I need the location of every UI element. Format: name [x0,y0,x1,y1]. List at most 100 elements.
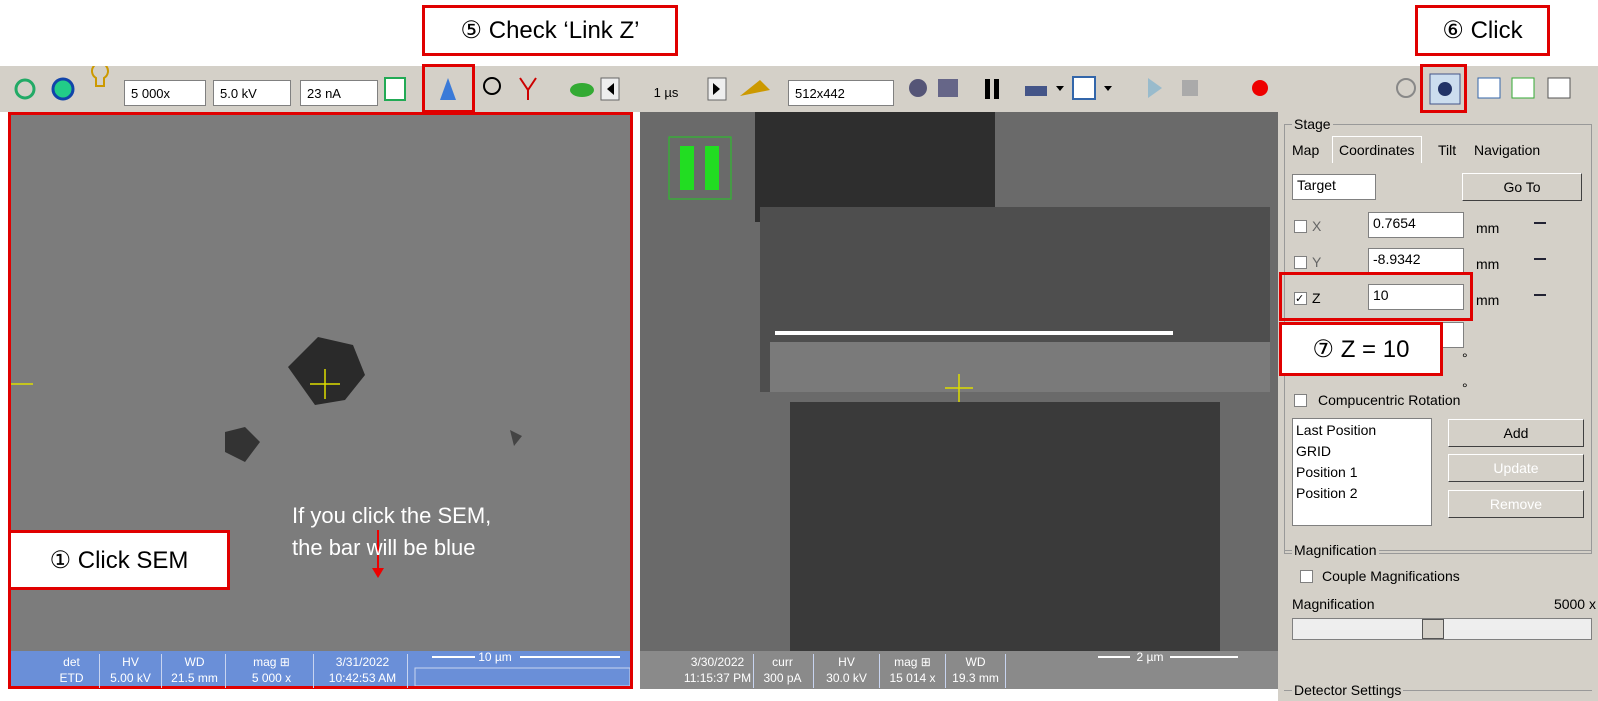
mode-select[interactable]: Target [1292,174,1376,200]
icon[interactable] [1512,78,1534,98]
note-line: If you click the SEM, [292,500,491,532]
status-label: det [44,654,99,670]
status-value: 300 pA [752,670,813,686]
go-to-button[interactable]: Go To [1462,173,1582,201]
list-item[interactable]: GRID [1296,443,1331,459]
update-button[interactable]: Update [1448,454,1584,482]
pin-icon[interactable] [1534,286,1546,296]
icon[interactable] [1397,79,1415,97]
icon[interactable] [1148,78,1162,98]
checkbox[interactable] [1294,394,1307,407]
tab-active[interactable]: Coordinates [1332,136,1422,163]
list-item[interactable]: Position 2 [1296,485,1357,501]
icon[interactable] [994,79,999,99]
unit: ° [1462,380,1468,396]
record-icon[interactable] [1252,80,1268,96]
structure [790,402,1220,652]
tab[interactable]: Map [1292,142,1319,158]
status-value: 10:42:53 AM [318,670,407,686]
icon[interactable] [53,79,73,99]
checkbox[interactable] [1294,256,1307,269]
icon[interactable] [385,78,405,100]
status-label: 3/31/2022 [318,654,407,670]
icon[interactable] [1548,78,1570,98]
checkbox-label[interactable]: Compucentric Rotation [1318,392,1460,408]
icon[interactable] [740,80,770,96]
status-value: 5 000 x [230,670,313,686]
checkbox[interactable] [1294,220,1307,233]
list-item[interactable]: Position 1 [1296,464,1357,480]
note-line: the bar will be blue [292,532,491,564]
callout: ① Click SEM [8,530,230,590]
current-field[interactable]: 23 nA [300,80,378,106]
callout: ⑦ Z = 10 [1279,322,1443,376]
icon[interactable] [1478,78,1500,98]
page: 5 000x 5.0 kV 23 nA 1 µs 512x442 10 µm 2… [0,0,1598,701]
callout: ⑤ Check ‘Link Z’ [422,5,678,56]
pin-icon[interactable] [1534,214,1546,224]
status-value: 30.0 kV [814,670,879,686]
icon[interactable] [1056,86,1064,91]
icon[interactable] [570,83,594,97]
magnification-field[interactable]: 5 000x [124,80,206,106]
highlight-box [422,64,475,113]
status-field: WD21.5 mm [164,654,226,688]
mag-value: 5000 x [1528,596,1596,612]
callout: ⑥ Click [1415,5,1550,56]
status-label: 3/30/2022 [682,654,753,670]
unit: mm [1476,220,1499,236]
status-label: mag ⊞ [230,654,313,670]
dwell-time: 1 µs [628,80,704,106]
unit: ° [1462,350,1468,366]
icon[interactable] [909,79,927,97]
status-field: mag ⊞5 000 x [230,654,314,688]
status-label: WD [946,654,1005,670]
unit: mm [1476,292,1499,308]
resolution-field[interactable]: 512x442 [788,80,894,106]
status-value: 11:15:37 PM [682,670,753,686]
remove-button[interactable]: Remove [1448,490,1584,518]
icon[interactable] [1025,86,1047,96]
tab[interactable]: Navigation [1474,142,1540,158]
highlight-box [8,112,633,689]
status-label: mag ⊞ [880,654,945,670]
checkbox[interactable] [1300,570,1313,583]
status-value: 19.3 mm [946,670,1005,686]
status-label: HV [814,654,879,670]
note: If you click the SEM,the bar will be blu… [292,500,491,564]
pause-bar [680,146,694,190]
pause-bar [705,146,719,190]
icon[interactable] [16,80,34,98]
icon[interactable] [938,79,958,97]
icon[interactable] [1104,86,1112,91]
status-field: HV30.0 kV [814,654,880,688]
add-button[interactable]: Add [1448,419,1584,447]
coordinate-field[interactable]: 0.7654 [1368,212,1464,238]
list-item[interactable]: Last Position [1296,422,1376,438]
status-value: ETD [44,670,99,686]
icon[interactable] [1182,80,1198,96]
slider-thumb[interactable] [1422,619,1444,639]
icon[interactable] [520,78,536,100]
group-title: Magnification [1292,542,1379,558]
scale-label: 2 µm [1128,650,1172,664]
tab[interactable]: Tilt [1438,142,1456,158]
icon[interactable] [92,66,108,86]
axis-label: X [1312,218,1321,234]
coordinate-field[interactable]: -8.9342 [1368,248,1464,274]
icon[interactable] [985,79,990,99]
structure [770,342,1270,392]
status-value: 5.00 kV [100,670,161,686]
status-field: 3/31/202210:42:53 AM [318,654,408,688]
status-label: HV [100,654,161,670]
checkbox-label[interactable]: Couple Magnifications [1322,568,1460,584]
pin-icon[interactable] [1534,250,1546,260]
highlight-box [1420,64,1467,113]
icon[interactable] [484,78,500,94]
field-label: Magnification [1292,596,1375,612]
status-label: WD [164,654,225,670]
unit: mm [1476,256,1499,272]
voltage-field[interactable]: 5.0 kV [213,80,291,106]
icon[interactable] [1073,77,1095,99]
